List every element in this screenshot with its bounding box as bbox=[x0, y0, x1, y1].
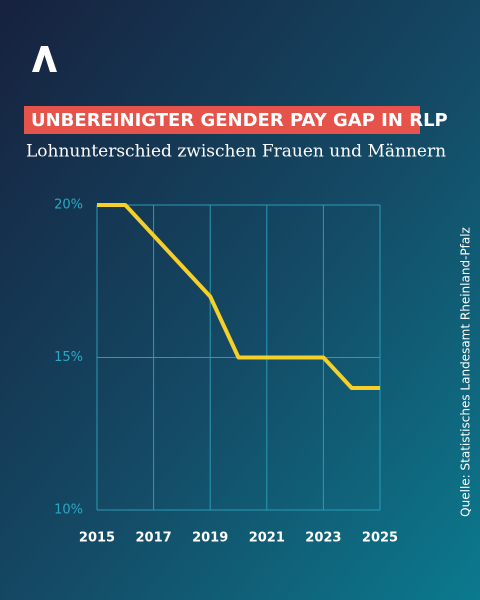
x-tick-label: 2015 bbox=[79, 531, 115, 546]
x-tick-label: 2025 bbox=[362, 531, 398, 546]
x-tick-label: 2019 bbox=[192, 531, 228, 546]
x-tick-label: 2023 bbox=[305, 531, 341, 546]
y-tick-label: 10% bbox=[54, 503, 83, 518]
source: Quelle: Statistisches Landesamt Rheinlan… bbox=[459, 227, 473, 517]
y-tick-label: 20% bbox=[54, 198, 83, 213]
y-tick-label: 15% bbox=[54, 350, 83, 365]
x-tick-label: 2021 bbox=[249, 531, 285, 546]
data-line bbox=[97, 203, 380, 390]
chart-subtitle: Lohnunterschied zwischen Frauen und Männ… bbox=[26, 142, 446, 162]
chart-title: UNBEREINIGTER GENDER PAY GAP IN RLP bbox=[31, 110, 448, 131]
x-tick-label: 2017 bbox=[136, 531, 172, 546]
title-background bbox=[24, 106, 420, 134]
logo bbox=[32, 46, 57, 72]
